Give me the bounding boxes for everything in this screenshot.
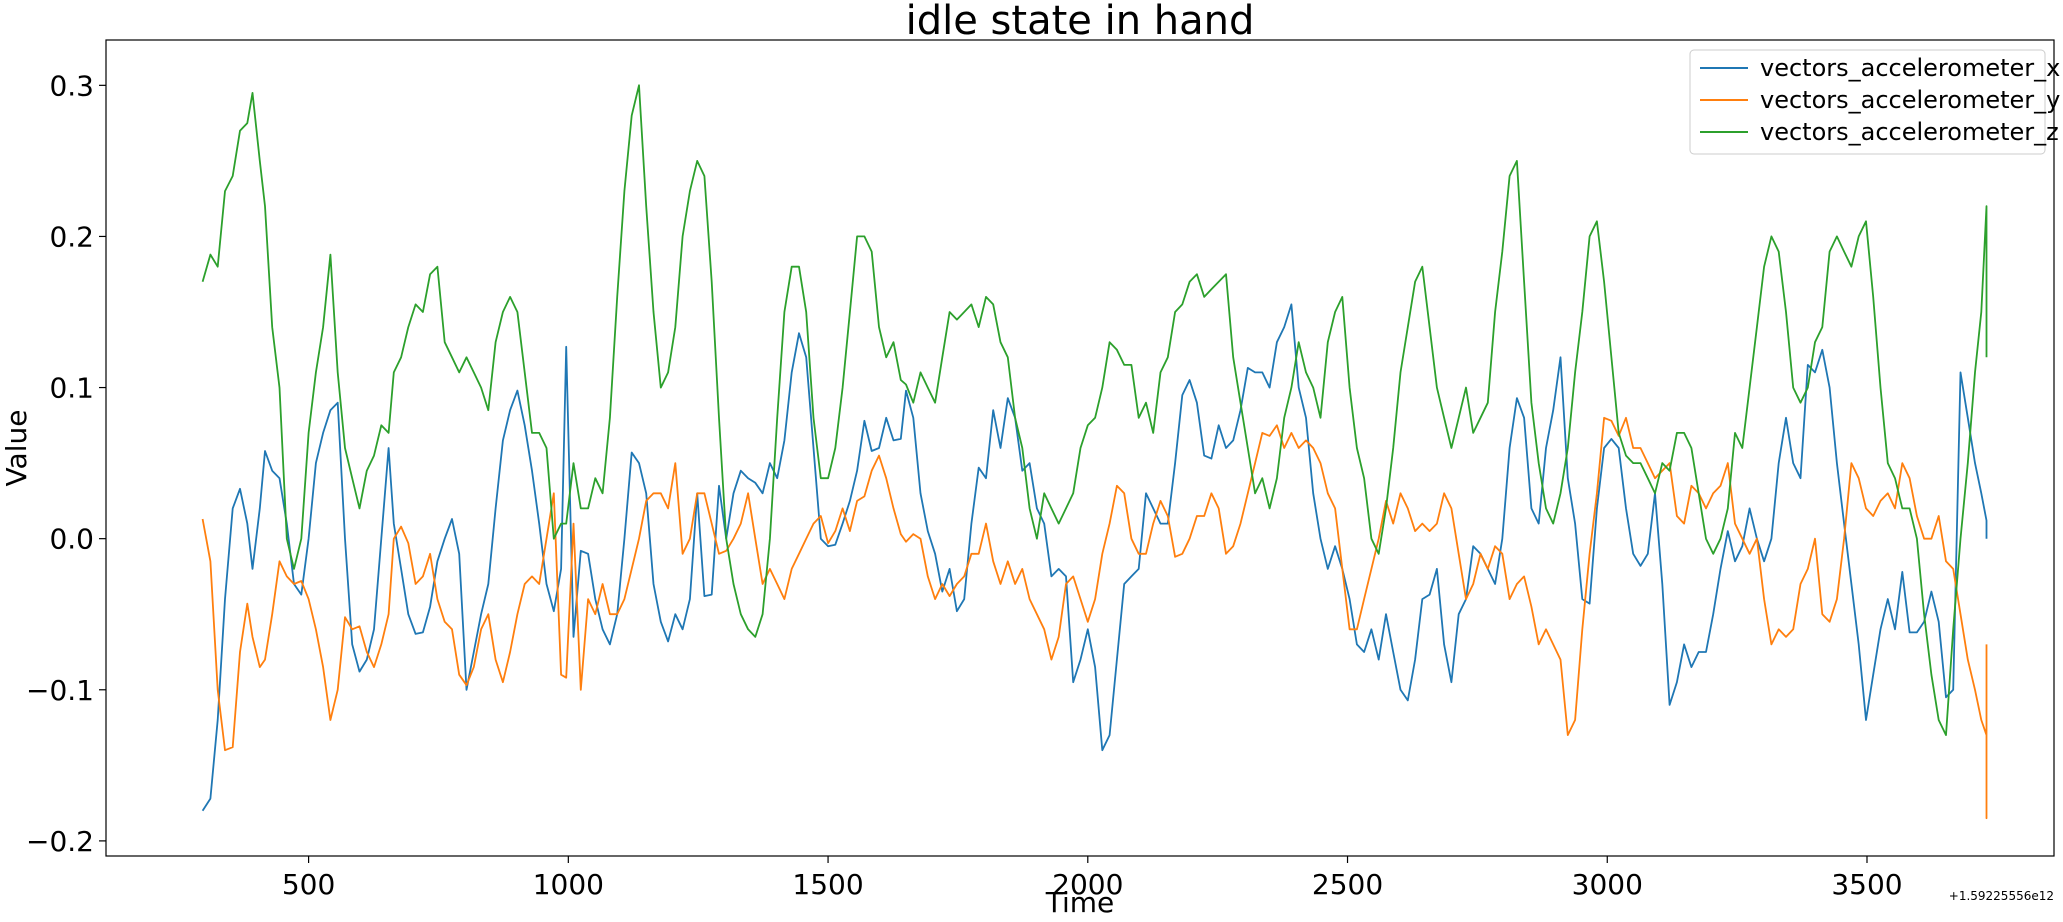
y-axis-label: Value: [0, 410, 33, 487]
x-tick-label: 2500: [1312, 868, 1383, 901]
x-tick-label: 3000: [1572, 868, 1643, 901]
chart-title: idle state in hand: [906, 0, 1255, 44]
legend: vectors_accelerometer_x vectors_accelerom…: [1689, 49, 2060, 155]
y-tick-label: −0.2: [26, 825, 94, 858]
y-tick-label: 0.0: [49, 523, 94, 556]
x-tick-label: 2000: [1052, 868, 1123, 901]
legend-label-3: vectors_accelerometer_z: [1760, 118, 2059, 146]
plot-area-frame: [105, 39, 2055, 857]
y-tick-label: 0.2: [49, 220, 94, 253]
x-tick-label: 1000: [533, 868, 604, 901]
y-tick-label: 0.3: [49, 69, 94, 102]
x-tick-label: 3500: [1831, 868, 1902, 901]
series-line-2: [201, 416, 1988, 820]
legend-box: [1689, 49, 2046, 155]
series-lines: [201, 84, 1988, 820]
x-tick-label: 1500: [792, 868, 863, 901]
legend-label-2: vectors_accelerometer_y: [1760, 86, 2060, 114]
series-line-1: [201, 303, 1988, 812]
y-tick-label: −0.1: [26, 674, 94, 707]
x-tick-label: 500: [282, 868, 335, 901]
series-line-3: [201, 84, 1988, 736]
legend-label-1: vectors_accelerometer_x: [1760, 54, 2060, 82]
x-axis-ticks: 500 1000 1500 2000 2500 3000 3500: [282, 856, 1903, 901]
y-tick-label: 0.1: [49, 372, 94, 405]
x-axis-offset-label: +1.59225556e12: [1949, 889, 2054, 903]
x-axis-label: Time: [1045, 886, 1115, 919]
y-axis-ticks: −0.2 −0.1 0.0 0.1 0.2 0.3: [26, 69, 106, 858]
